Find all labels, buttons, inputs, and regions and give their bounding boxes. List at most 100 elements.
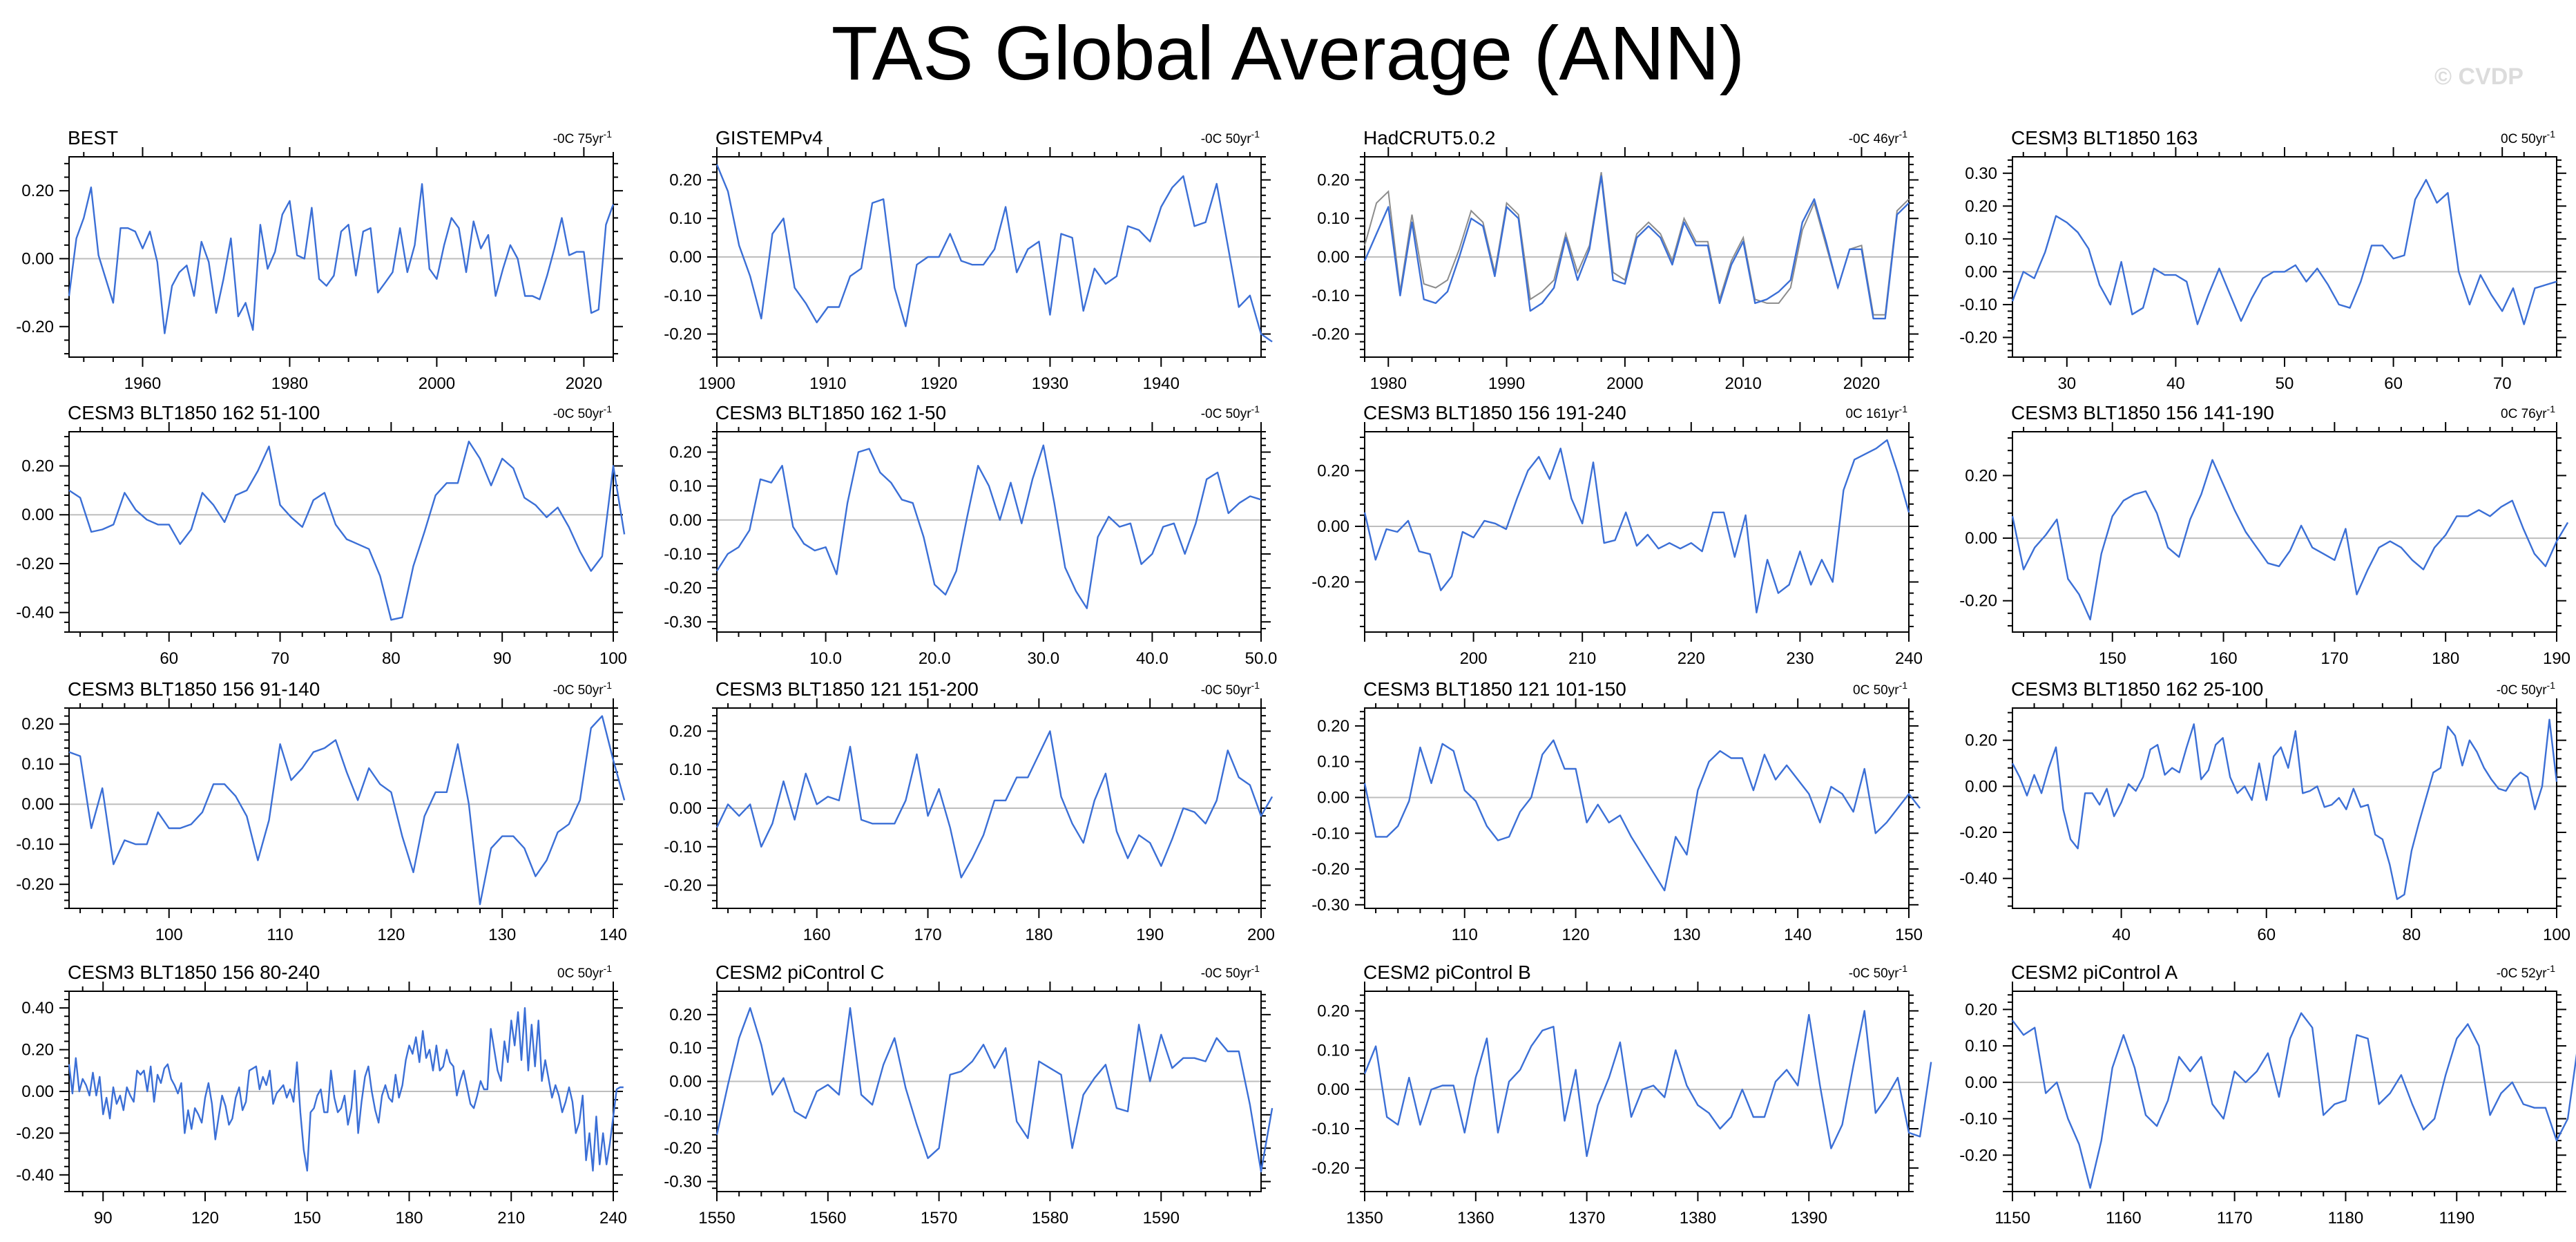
y-tick-label: 0.20 — [1317, 717, 1349, 736]
x-tick-label: 180 — [1025, 926, 1052, 944]
x-tick-label: 1930 — [1032, 374, 1068, 393]
panel-8: CESM3 BLT1850 156 141-190 0C 76yr-1 150 160… — [1959, 402, 2570, 668]
panel-trend: 0C 50yr-1 — [2501, 128, 2555, 146]
y-tick-label: 0.10 — [669, 1039, 702, 1058]
y-tick-label: -0.20 — [16, 1124, 54, 1143]
x-tick-label: 100 — [2543, 926, 2570, 944]
panel-title: CESM3 BLT1850 156 91-140 — [68, 678, 320, 700]
plot-frame — [2012, 707, 2557, 909]
y-tick-label: -0.20 — [1959, 328, 1997, 347]
panel-trend: -0C 50yr-1 — [1201, 963, 1260, 981]
plot-frame — [1364, 991, 1910, 1192]
x-tick-label: 210 — [1568, 649, 1596, 668]
series-line — [1363, 439, 1910, 613]
series-line — [2011, 718, 2558, 900]
panel-14: CESM2 piControl C -0C 50yr-1 1550 1560 1570 1… — [664, 962, 1273, 1227]
y-tick-label: 0.20 — [1965, 1000, 1997, 1019]
y-tick-label: -0.20 — [1959, 592, 1997, 611]
plot-frame — [68, 707, 614, 909]
panel-trend: -0C 50yr-1 — [2497, 680, 2556, 698]
x-tick-label: 130 — [488, 926, 516, 944]
panel-title: CESM2 piControl B — [1363, 962, 1531, 983]
plot-frame — [68, 431, 614, 633]
y-tick-label: 0.10 — [1965, 230, 1997, 249]
y-tick-label: 0.10 — [1965, 1037, 1997, 1055]
panel-title: GISTEMPv4 — [715, 127, 823, 149]
y-tick-label: 0.00 — [1317, 248, 1349, 267]
x-tick-label: 190 — [2543, 649, 2570, 668]
y-tick-label: -0.20 — [1311, 325, 1349, 344]
panel-trend: 0C 50yr-1 — [1853, 680, 1907, 698]
y-tick-label: 0.00 — [669, 511, 702, 530]
y-tick-label: 0.10 — [669, 477, 702, 496]
x-tick-label: 1910 — [809, 374, 846, 393]
panel-title: CESM3 BLT1850 121 151-200 — [715, 678, 979, 700]
y-tick-label: -0.30 — [664, 1173, 702, 1192]
x-tick-label: 1360 — [1457, 1209, 1494, 1227]
x-tick-label: 180 — [395, 1209, 423, 1227]
x-tick-label: 50.0 — [1245, 649, 1278, 668]
y-tick-label: 0.20 — [1965, 197, 1997, 216]
x-tick-label: 1580 — [1032, 1209, 1068, 1227]
x-tick-label: 1380 — [1680, 1209, 1716, 1227]
y-tick-label: 0.20 — [669, 722, 702, 741]
plot-frame — [2012, 991, 2557, 1192]
y-tick-label: -0.20 — [1959, 1146, 1997, 1165]
x-tick-label: 2000 — [419, 374, 455, 393]
plot-frame — [716, 431, 1262, 633]
panel-5: CESM3 BLT1850 162 51-100 -0C 50yr-1 60 70 80… — [16, 402, 627, 668]
x-tick-label: 100 — [599, 649, 627, 668]
y-tick-label: 0.00 — [669, 1073, 702, 1091]
panel-15: CESM2 piControl B -0C 50yr-1 1350 1360 1370 1… — [1311, 962, 1932, 1227]
x-tick-label: 230 — [1786, 649, 1814, 668]
x-tick-label: 1190 — [2439, 1209, 2474, 1227]
y-tick-label: 0.20 — [1965, 732, 1997, 750]
x-tick-label: 40 — [2166, 374, 2185, 393]
y-tick-label: -0.20 — [664, 1139, 702, 1158]
panel-trend: -0C 50yr-1 — [1201, 403, 1260, 421]
x-tick-label: 80 — [2403, 926, 2421, 944]
x-tick-label: 60 — [160, 649, 178, 668]
plot-frame — [2012, 431, 2557, 633]
x-tick-label: 1990 — [1488, 374, 1525, 393]
panel-7: CESM3 BLT1850 156 191-240 0C 161yr-1 200 21… — [1311, 402, 1923, 668]
panel-trend: -0C 50yr-1 — [553, 403, 613, 421]
y-tick-label: -0.30 — [1311, 896, 1349, 915]
panel-trend: -0C 52yr-1 — [2497, 963, 2556, 981]
series-line — [68, 183, 615, 334]
x-tick-label: 1370 — [1568, 1209, 1605, 1227]
x-tick-label: 1150 — [1995, 1209, 2030, 1227]
panel-trend: -0C 50yr-1 — [1201, 680, 1260, 698]
series-line — [715, 730, 1273, 879]
y-tick-label: 0.20 — [21, 1041, 54, 1060]
y-tick-label: -0.10 — [1311, 824, 1349, 843]
x-tick-label: 40.0 — [1136, 649, 1169, 668]
x-tick-label: 1980 — [271, 374, 308, 393]
panel-trend: 0C 161yr-1 — [1845, 403, 1907, 421]
plot-frame — [1364, 707, 1910, 909]
x-tick-label: 160 — [803, 926, 831, 944]
panel-trend: -0C 50yr-1 — [1849, 963, 1908, 981]
x-tick-label: 1560 — [809, 1209, 846, 1227]
y-tick-label: -0.20 — [1311, 860, 1349, 879]
x-tick-label: 2020 — [1843, 374, 1880, 393]
x-tick-label: 20.0 — [919, 649, 951, 668]
panel-trend: -0C 50yr-1 — [553, 680, 613, 698]
plot-frame — [2012, 156, 2557, 358]
x-tick-label: 170 — [914, 926, 942, 944]
series-line — [1363, 1010, 1932, 1158]
x-tick-label: 210 — [497, 1209, 525, 1227]
x-tick-label: 1570 — [921, 1209, 957, 1227]
y-tick-label: -0.30 — [664, 613, 702, 631]
plot-frame — [1364, 431, 1910, 633]
x-tick-label: 90 — [493, 649, 512, 668]
x-tick-label: 1980 — [1370, 374, 1407, 393]
y-tick-label: -0.20 — [16, 555, 54, 573]
panel-title: CESM3 BLT1850 162 25-100 — [2011, 678, 2263, 700]
x-tick-label: 70 — [2493, 374, 2512, 393]
x-tick-label: 50 — [2276, 374, 2294, 393]
x-tick-label: 90 — [94, 1209, 113, 1227]
x-tick-label: 200 — [1460, 649, 1488, 668]
x-tick-label: 240 — [1895, 649, 1923, 668]
